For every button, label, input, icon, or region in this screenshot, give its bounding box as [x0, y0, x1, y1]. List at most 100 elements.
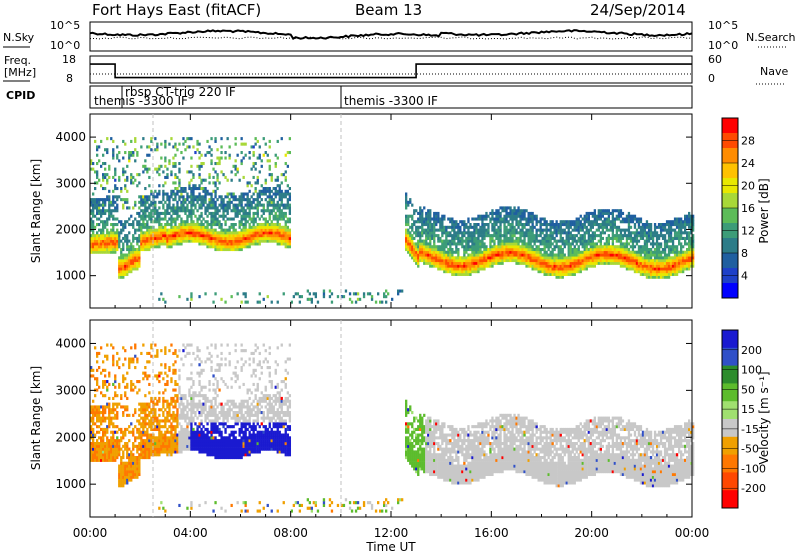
power-cell — [142, 164, 145, 168]
power-cell — [561, 228, 564, 232]
power-cell — [431, 234, 434, 238]
power-cell — [441, 231, 444, 235]
power-cell — [521, 242, 524, 246]
power-cell — [226, 231, 229, 235]
power-cell — [437, 253, 440, 257]
power-cell — [427, 259, 430, 263]
power-cell — [421, 248, 424, 252]
power-cell — [547, 264, 550, 268]
power-cell — [230, 209, 233, 213]
power-cell — [172, 206, 175, 210]
power-cell — [248, 198, 251, 202]
power-cell — [477, 217, 480, 221]
power-cell — [559, 234, 562, 238]
power-cell — [605, 228, 609, 232]
power-cell — [98, 234, 101, 238]
power-cell — [571, 264, 574, 268]
power-cell — [128, 231, 131, 235]
power-cell — [164, 223, 167, 227]
power-cell — [621, 211, 625, 215]
power-cell — [190, 156, 193, 160]
power-cell — [102, 220, 105, 224]
power-cell — [577, 236, 580, 240]
power-cell — [116, 245, 119, 249]
power-cell — [92, 225, 95, 229]
velocity-cell — [122, 363, 125, 367]
power-cell — [162, 297, 165, 301]
power-cell — [256, 231, 259, 235]
power-cell — [260, 223, 263, 227]
power-cell — [128, 151, 131, 155]
power-cell — [429, 220, 432, 224]
power-cell — [485, 256, 488, 260]
velocity-cell — [102, 436, 105, 440]
power-cell — [370, 295, 374, 299]
power-cell — [124, 236, 127, 240]
power-cell — [230, 236, 233, 240]
power-cell — [112, 248, 115, 252]
power-cell — [597, 239, 601, 243]
power-cell — [170, 137, 173, 141]
power-cell — [525, 248, 528, 252]
power-cell — [507, 250, 510, 254]
power-cell — [182, 225, 185, 229]
power-cell — [156, 236, 159, 240]
power-cell — [268, 200, 271, 204]
power-cell — [423, 256, 426, 260]
power-cell — [270, 175, 273, 179]
power-cell — [202, 234, 205, 238]
power-cell — [132, 259, 135, 263]
power-cell — [635, 239, 639, 243]
power-cell — [272, 236, 275, 240]
power-cell — [220, 151, 223, 155]
power-cell — [451, 256, 454, 260]
power-cell — [692, 225, 695, 229]
power-cell — [573, 223, 576, 227]
power-cell — [573, 236, 576, 240]
power-cell — [218, 225, 221, 229]
power-cell — [587, 239, 591, 243]
power-cell — [407, 245, 410, 249]
power-cell — [180, 242, 183, 246]
power-cell — [489, 239, 492, 243]
power-cell — [682, 259, 685, 263]
power-cell — [246, 300, 249, 304]
power-cell — [148, 236, 151, 240]
power-cell — [607, 245, 611, 249]
power-cell — [413, 250, 416, 254]
power-cell — [471, 264, 474, 268]
power-cell — [146, 198, 149, 202]
power-cell — [140, 214, 143, 218]
power-cell — [256, 156, 259, 160]
power-cell — [286, 228, 290, 232]
power-cell — [673, 261, 677, 265]
power-cell — [348, 297, 352, 301]
power-cell — [106, 198, 109, 202]
power-cell — [597, 209, 601, 213]
nsky-series-line — [89, 29, 693, 40]
velocity-cell — [122, 405, 125, 409]
power-cell — [262, 211, 265, 215]
power-cell — [527, 261, 530, 265]
power-cell — [692, 220, 695, 224]
power-cell — [515, 231, 518, 235]
power-cell — [645, 236, 649, 240]
power-cell — [110, 203, 113, 207]
power-cell — [431, 245, 434, 249]
power-cell — [158, 217, 161, 221]
power-cell — [493, 259, 496, 263]
velocity-cell — [110, 416, 113, 420]
power-cell — [545, 234, 548, 238]
power-cell — [669, 239, 673, 243]
power-cell — [212, 220, 215, 224]
power-cell — [188, 225, 191, 229]
power-cell — [449, 239, 452, 243]
power-cell — [539, 248, 542, 252]
power-cell — [106, 181, 109, 185]
power-cell — [565, 225, 568, 229]
power-cell — [667, 253, 671, 257]
power-cell — [673, 236, 677, 240]
power-cell — [198, 184, 201, 188]
power-cell — [174, 236, 177, 240]
velocity-cell — [112, 363, 115, 367]
